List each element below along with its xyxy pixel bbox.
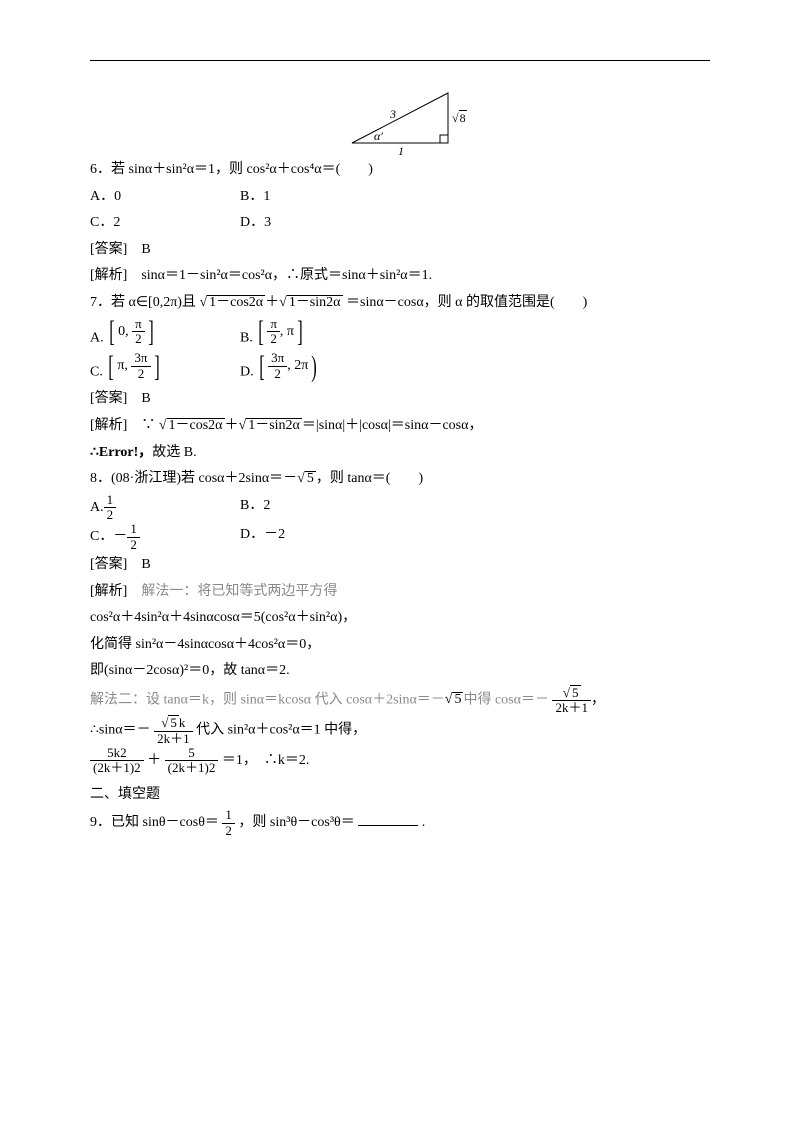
- triangle-figure: 3 √8 1 α′: [90, 85, 710, 149]
- triangle-hyp-label: 3: [390, 103, 396, 126]
- q9-blank: [358, 811, 418, 826]
- q6-option-b: B．1: [240, 184, 390, 211]
- q7-option-b: B. [π2, π]: [240, 317, 390, 352]
- q8-option-c: C．－12: [90, 522, 240, 552]
- q8-explanation-4: 即(sinα－2cosα)²＝0，故 tanα＝2.: [90, 658, 710, 685]
- q7-answer: [答案] B: [90, 386, 710, 413]
- q8-explanation-2: cos²α＋4sin²α＋4sinαcosα＝5(cos²α＋sin²α)，: [90, 605, 710, 632]
- q8-explanation-1: [解析] 解法一：将已知等式两边平方得: [90, 579, 710, 606]
- section-fill-title: 二、填空题: [90, 782, 710, 809]
- header-rule: [90, 60, 710, 61]
- q7-options-row1: A. [0, π2] B. [π2, π]: [90, 317, 710, 352]
- q8-option-a: A.12: [90, 493, 240, 523]
- q6-explanation: [解析] sinα＝1－sin²α＝cos²α，∴原式＝sinα＋sin²α＝1…: [90, 263, 710, 290]
- q6-option-c: C．2: [90, 210, 240, 237]
- q8-option-b: B．2: [240, 493, 390, 523]
- q7-option-c: C. [π, 3π2]: [90, 351, 240, 386]
- q7-explanation: [解析] ∵ 1－cos2α＋1－sin2α＝|sinα|＋|cosα|＝sin…: [90, 413, 710, 440]
- q6-option-d: D．3: [240, 210, 390, 237]
- q7-option-d: D. [3π2, 2π): [240, 351, 390, 386]
- q6-options: A．0 B．1: [90, 184, 710, 211]
- q8-stem: 8．(08·浙江理)若 cosα＋2sinα＝－5，则 tanα＝( ): [90, 466, 710, 493]
- triangle-angle-label: α′: [374, 125, 383, 148]
- q7-error: ∴Error!，故选 B.: [90, 440, 710, 467]
- q6-option-a: A．0: [90, 184, 240, 211]
- q9-stem: 9．已知 sinθ－cosθ＝ 12 ，则 sin³θ－cos³θ＝ .: [90, 808, 710, 838]
- q8-explanation-3: 化简得 sin²α－4sinαcosα＋4cos²α＝0，: [90, 632, 710, 659]
- triangle-base-label: 1: [398, 140, 404, 163]
- q8-options-row1: A.12 B．2: [90, 493, 710, 523]
- q8-method2-line1: 解法二：设 tanα＝k，则 sinα＝kcosα 代入 cosα＋2sinα＝…: [90, 685, 710, 716]
- q8-answer: [答案] B: [90, 552, 710, 579]
- q7-option-a: A. [0, π2]: [90, 317, 240, 352]
- page: 3 √8 1 α′ 6．若 sinα＋sin²α＝1，则 cos²α＋cos⁴α…: [0, 0, 800, 1132]
- q6-answer: [答案] B: [90, 237, 710, 264]
- triangle-right-label: √8: [452, 107, 467, 130]
- q8-options-row2: C．－12 D．－2: [90, 522, 710, 552]
- q7-options-row2: C. [π, 3π2] D. [3π2, 2π): [90, 351, 710, 386]
- q6-options-row2: C．2 D．3: [90, 210, 710, 237]
- q8-method2-line3: 5k2(2k＋1)2 ＋ 5(2k＋1)2 ＝1， ∴k＝2.: [90, 746, 710, 776]
- q7-stem: 7．若 α∈[0,2π)且 1－cos2α＋1－sin2α ＝sinα－cosα…: [90, 290, 710, 317]
- q8-option-d: D．－2: [240, 522, 390, 552]
- q8-method2-line2: ∴sinα＝－ 5k2k＋1 代入 sin²α＋cos²α＝1 中得，: [90, 715, 710, 746]
